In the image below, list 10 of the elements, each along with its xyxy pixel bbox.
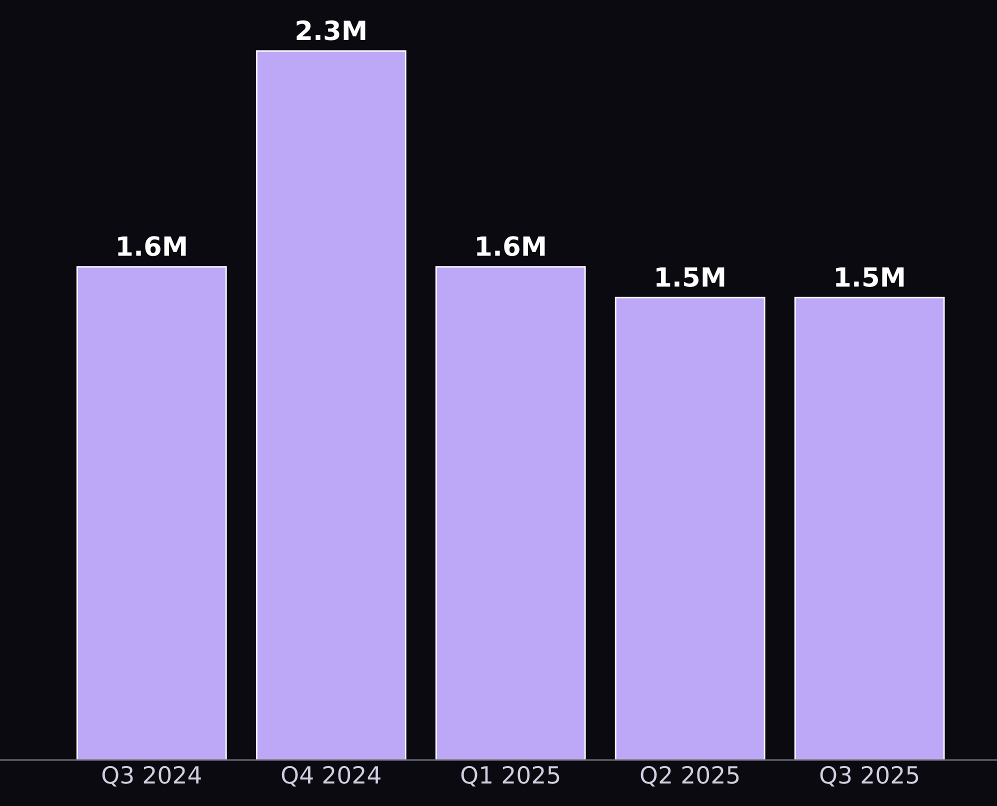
x-tick-label: Q1 2025: [461, 766, 560, 787]
data-label: 1.5M: [836, 267, 904, 287]
data-label: 2.3M: [296, 20, 366, 40]
x-tick-label: Q3 2024: [102, 766, 201, 787]
data-label: 1.6M: [477, 236, 545, 256]
x-tick-label: Q3 2025: [820, 766, 918, 787]
data-label: 1.5M: [656, 267, 724, 287]
x-tick-label: Q2 2025: [640, 766, 739, 787]
data-label: 1.6M: [118, 236, 186, 256]
x-tick-label: Q4 2024: [282, 766, 380, 787]
